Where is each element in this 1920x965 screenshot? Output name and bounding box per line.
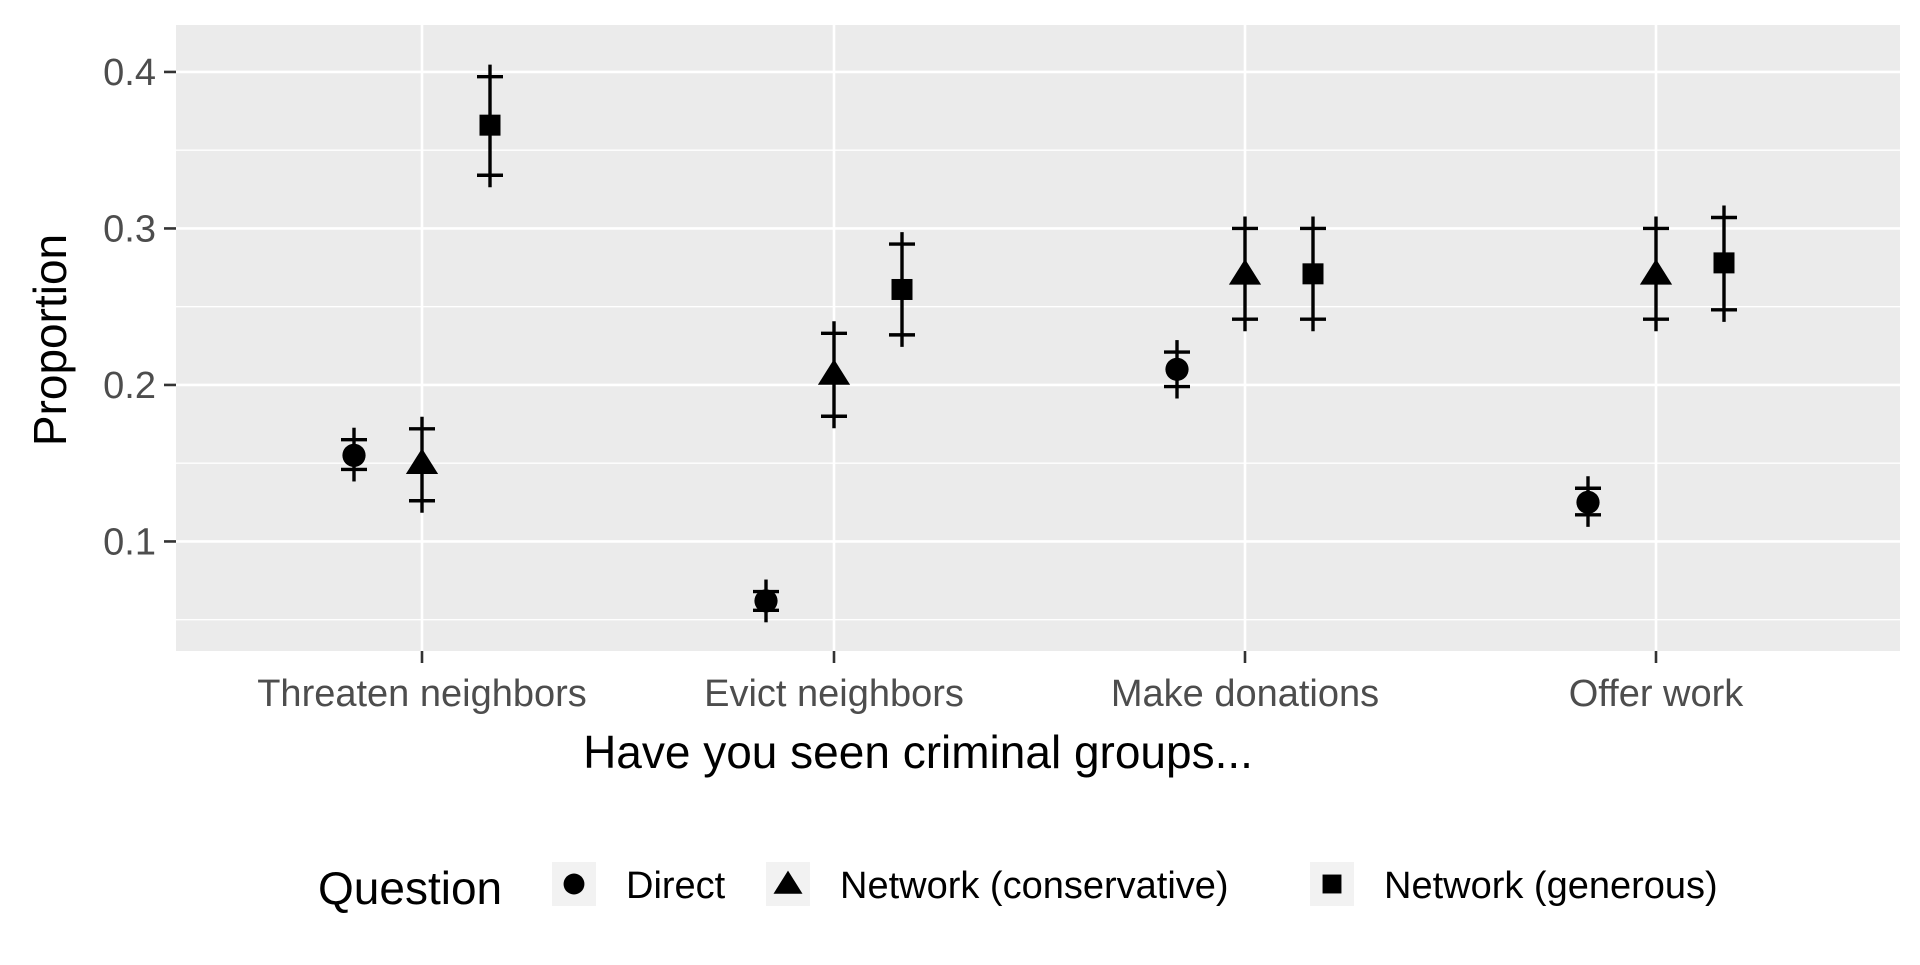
data-point-triangle [1228,258,1262,285]
data-point-square [1302,263,1324,285]
data-point-square [891,278,913,300]
x-axis-title: Have you seen criminal groups... [583,726,1253,778]
x-tick-label: Threaten neighbors [257,673,587,715]
data-point-triangle [405,448,439,474]
y-tick-label: 0.2 [103,365,156,407]
data-point-triangle [817,359,851,385]
legend-key-circle [563,873,585,895]
y-tick-label: 0.4 [103,52,156,94]
y-axis: 0.1 0.2 0.3 0.4 [103,52,176,563]
y-tick-label: 0.1 [103,521,156,563]
y-tick-label: 0.3 [103,208,156,250]
legend-key-square [1322,874,1342,894]
data-point-circle [342,443,366,467]
legend-key-triangle [773,870,803,894]
legend-label: Network (conservative) [840,865,1229,907]
data-marks [341,64,1737,623]
data-point-triangle [1639,258,1673,285]
y-axis-title: Proportion [24,234,76,446]
x-tick-label: Make donations [1111,673,1379,715]
data-point-square [479,114,501,136]
plot-panel [176,25,1900,651]
legend-label: Direct [626,865,726,907]
data-point-circle [1165,357,1189,381]
x-tick-label: Offer work [1569,673,1745,715]
legend-title: Question [318,862,502,914]
data-point-circle [754,589,778,613]
major-gridlines [176,25,1900,651]
data-point-square [1713,252,1735,274]
x-tick-label: Evict neighbors [704,673,964,715]
minor-gridlines [176,149,1900,621]
legend-label: Network (generous) [1384,865,1718,907]
data-point-circle [1576,490,1600,514]
x-axis: Threaten neighbors Evict neighbors Make do… [257,651,1744,715]
legend: Question Direct Network (conservative) Net… [318,862,1718,914]
